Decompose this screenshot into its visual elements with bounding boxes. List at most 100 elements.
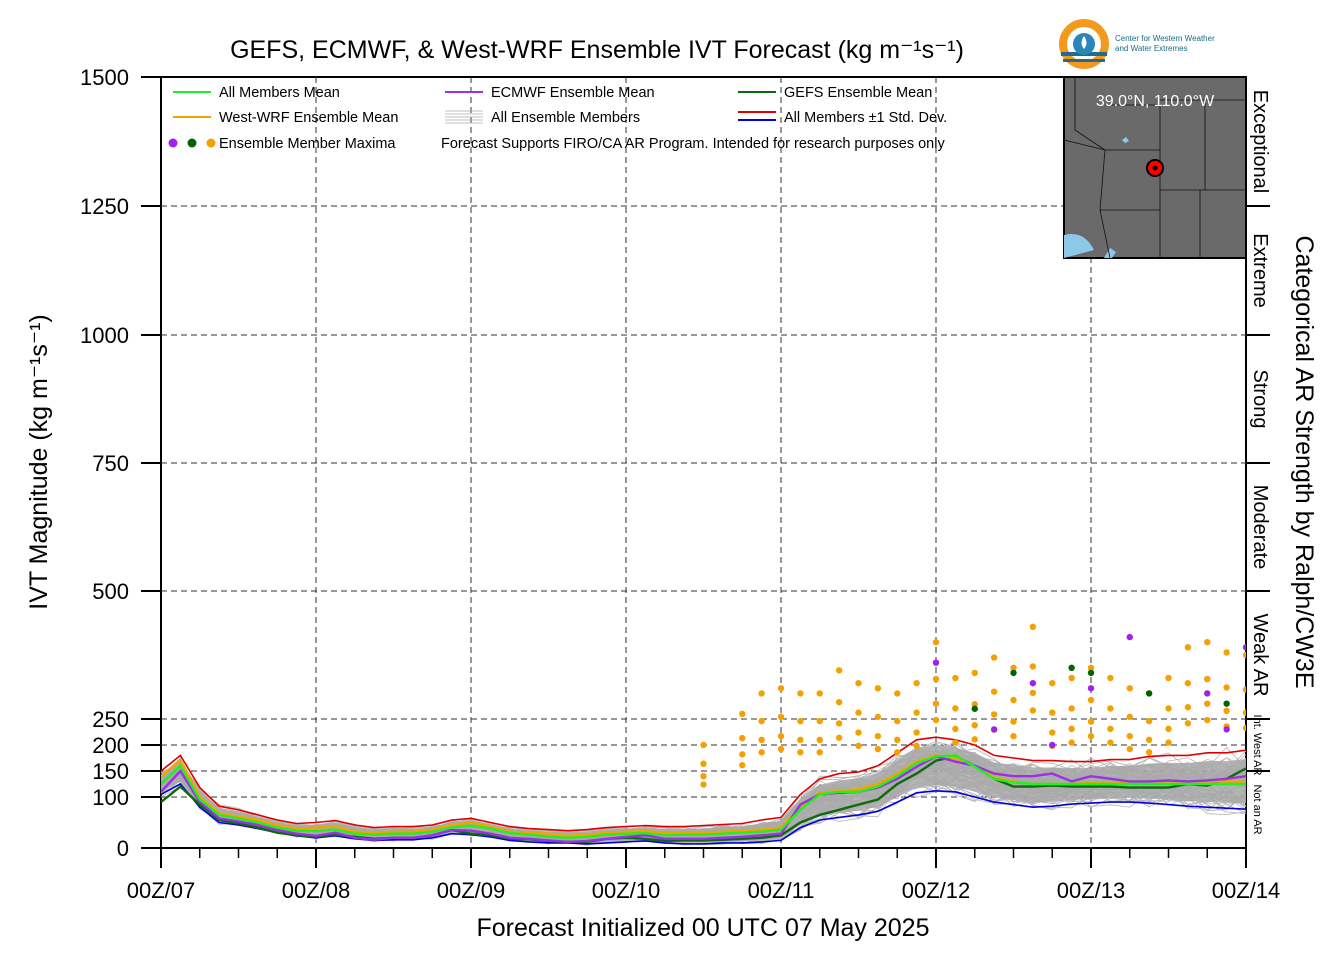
legend-item-label: ECMWF Ensemble Mean xyxy=(491,85,655,101)
maxima-dot-westwrf xyxy=(855,729,862,736)
category-label: Exceptional xyxy=(1249,90,1271,193)
maxima-dot-westwrf xyxy=(1087,696,1095,704)
legend-swatch-dot xyxy=(187,138,197,148)
maxima-dot-westwrf xyxy=(990,688,998,695)
legend-item-label: All Members Mean xyxy=(219,85,340,101)
category-label: Moderate xyxy=(1249,485,1271,570)
maxima-dot-westwrf xyxy=(739,710,746,718)
maxima-dot-westwrf xyxy=(932,675,940,683)
maxima-dot-westwrf xyxy=(894,690,901,697)
maxima-dot-westwrf xyxy=(700,741,707,749)
maxima-dot-westwrf xyxy=(835,667,843,674)
maxima-dot-westwrf xyxy=(1204,639,1211,646)
maxima-dot-westwrf xyxy=(797,717,804,725)
maxima-dot-westwrf xyxy=(1242,709,1246,716)
y-tick-label: 100 xyxy=(92,785,129,810)
y-tick-label: 750 xyxy=(92,451,129,476)
maxima-dot-westwrf xyxy=(855,679,862,687)
maxima-dot-westwrf xyxy=(971,701,978,708)
x-tick-label: 00Z/13 xyxy=(1057,878,1126,903)
maxima-dot-westwrf xyxy=(874,713,882,721)
maxima-dot-westwrf xyxy=(1204,700,1211,707)
x-tick-label: 00Z/08 xyxy=(282,878,351,903)
maxima-dot-westwrf xyxy=(1107,705,1114,712)
y-tick-label: 1000 xyxy=(80,323,129,348)
maxima-dot-westwrf xyxy=(1184,644,1192,651)
maxima-dot-westwrf xyxy=(913,729,920,736)
maxima-dot-gefs xyxy=(1068,664,1075,671)
x-axis-label: Forecast Initialized 00 UTC 07 May 2025 xyxy=(477,914,930,942)
series-lines xyxy=(161,736,1246,845)
maxima-dot-westwrf xyxy=(932,639,940,646)
maxima-dot-westwrf xyxy=(1165,739,1172,746)
maxima-dot-westwrf xyxy=(1126,745,1133,753)
series-line--1-std-dev- xyxy=(161,782,1246,845)
maxima-dot-westwrf xyxy=(1087,732,1095,740)
maxima-dot-ecmwf xyxy=(1204,690,1211,697)
maxima-dot-westwrf xyxy=(1029,689,1037,697)
y-tick-label: 200 xyxy=(92,733,129,758)
maxima-dot-westwrf xyxy=(700,773,707,780)
legend-item-label: All Ensemble Members xyxy=(491,110,640,126)
maxima-dot-westwrf xyxy=(1010,696,1017,704)
category-label: Strong xyxy=(1249,370,1271,429)
maxima-dot-westwrf xyxy=(797,749,804,756)
maxima-dot-westwrf xyxy=(855,709,862,716)
maxima-dot-westwrf xyxy=(700,760,707,767)
maxima-dot-westwrf xyxy=(1029,707,1037,714)
maxima-dot-westwrf xyxy=(777,745,785,753)
maxima-dot-westwrf xyxy=(1242,686,1246,693)
x-tick-label: 00Z/14 xyxy=(1212,878,1281,903)
maxima-dot-westwrf xyxy=(932,700,940,707)
maxima-dot-westwrf xyxy=(758,690,765,697)
maxima-dot-ecmwf xyxy=(932,659,940,666)
maxima-dot-westwrf xyxy=(777,685,785,692)
legend-item-label: West-WRF Ensemble Mean xyxy=(219,110,398,126)
maxima-dot-westwrf xyxy=(797,690,804,697)
maxima-dot-westwrf xyxy=(1049,729,1056,736)
inset-map: 39.0°N, 110.0°W xyxy=(1063,76,1247,259)
category-label: Extreme xyxy=(1249,233,1271,307)
chart-title: GEFS, ECMWF, & West-WRF Ensemble IVT For… xyxy=(230,36,964,64)
category-label: Int. West AR xyxy=(1251,715,1263,776)
cw3e-logo: Center for Western Weather and Water Ext… xyxy=(1059,19,1215,69)
maxima-dot-gefs xyxy=(971,705,978,712)
maxima-dot-westwrf xyxy=(913,709,920,716)
maxima-dot-westwrf xyxy=(894,736,901,743)
legend-note: Forecast Supports FIRO/CA AR Program. In… xyxy=(441,136,945,152)
maxima-dot-westwrf xyxy=(894,717,901,725)
maxima-dot-westwrf xyxy=(797,736,804,743)
x-tick-label: 00Z/11 xyxy=(748,878,815,903)
maxima-dot-westwrf xyxy=(1010,664,1017,671)
maxima-dot-westwrf xyxy=(1165,705,1172,712)
maxima-dot-westwrf xyxy=(952,705,959,712)
maxima-dot-westwrf xyxy=(1145,736,1153,743)
maxima-dot-westwrf xyxy=(1010,732,1017,740)
maxima-dot-westwrf xyxy=(1204,675,1211,683)
ar-categories: Exceptional Extreme Strong Moderate Weak AR I… xyxy=(1246,90,1271,835)
maxima-dot-westwrf xyxy=(1204,716,1211,724)
x-tick-label: 00Z/09 xyxy=(437,878,506,903)
maxima-dot-westwrf xyxy=(1126,732,1133,740)
maxima-dot-westwrf xyxy=(1145,749,1153,756)
maxima-dot-westwrf xyxy=(758,717,765,725)
y-tick-label: 1250 xyxy=(80,194,129,219)
maxima-dot-westwrf xyxy=(855,742,862,750)
maxima-dot-ecmwf xyxy=(1049,741,1056,749)
maxima-dot-ecmwf xyxy=(1087,685,1095,692)
maxima-dot-westwrf xyxy=(835,720,843,727)
maxima-dot-westwrf xyxy=(874,685,882,692)
maxima-dot-westwrf xyxy=(1126,685,1133,692)
maxima-dot-westwrf xyxy=(1049,709,1056,716)
maxima-dot-westwrf xyxy=(1087,718,1095,725)
maxima-dot-westwrf xyxy=(952,725,959,733)
maxima-dot-westwrf xyxy=(1223,684,1230,691)
maxima-dot-westwrf xyxy=(894,749,901,756)
maxima-dot-westwrf xyxy=(1165,674,1172,682)
maxima-dot-westwrf xyxy=(1165,725,1172,733)
maxima-dot-westwrf xyxy=(1145,717,1153,725)
maxima-dot-westwrf xyxy=(990,654,998,661)
maxima-dot-westwrf xyxy=(971,736,978,743)
y-axis-label: IVT Magnitude (kg m⁻¹s⁻¹) xyxy=(25,314,53,609)
